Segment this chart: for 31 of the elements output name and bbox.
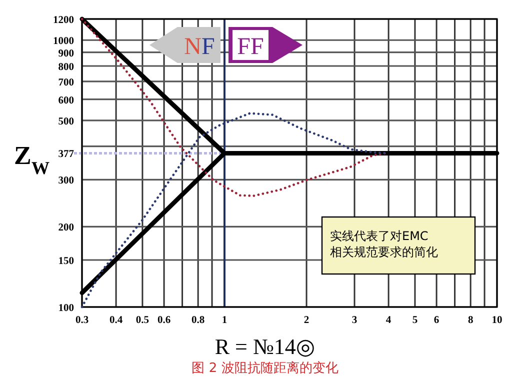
y-tick-label: 500: [58, 116, 74, 128]
y-tick-label: 600: [58, 95, 74, 106]
annotation: FF: [237, 34, 264, 60]
y-tick-label: 1200: [53, 15, 74, 26]
y-tick-label: 1000: [53, 36, 74, 48]
x-tick-label: 0.4: [109, 315, 124, 326]
x-tick-label: 5: [412, 315, 418, 326]
annotation: 实线代表了对EMC 相关规范要求的简化: [330, 229, 438, 259]
x-axis-title: R = №14◎: [214, 334, 316, 359]
x-tick-label: 0.8: [192, 315, 205, 326]
y-tick-label: 100: [58, 303, 74, 314]
y-tick-label: 377: [58, 149, 74, 160]
x-tick-label: 0.3: [75, 315, 89, 326]
x-tick-label: 10: [492, 315, 502, 326]
x-tick-label: 1: [222, 315, 228, 326]
x-tick-label: 6: [434, 315, 440, 326]
x-tick-label: 3: [352, 315, 358, 326]
x-tick-label: 4: [386, 315, 392, 326]
x-tick-label: 0.6: [157, 315, 171, 326]
y-tick-label: 200: [58, 222, 74, 234]
y-tick-label: 800: [58, 62, 74, 73]
annotation: NF: [184, 34, 215, 60]
y-tick-label: 300: [58, 176, 74, 187]
y-tick-label: 900: [58, 48, 74, 60]
y-tick-label: 150: [58, 256, 74, 268]
text: 图 2 波阻抗随距离的变化: [192, 360, 338, 376]
x-tick-label: 0.5: [136, 315, 150, 326]
x-tick-label: 8: [468, 315, 474, 326]
y-axis-title: Z$_{W}$: [14, 141, 50, 178]
x-tick-label: 2: [304, 315, 310, 326]
y-tick-label: 700: [58, 77, 74, 88]
